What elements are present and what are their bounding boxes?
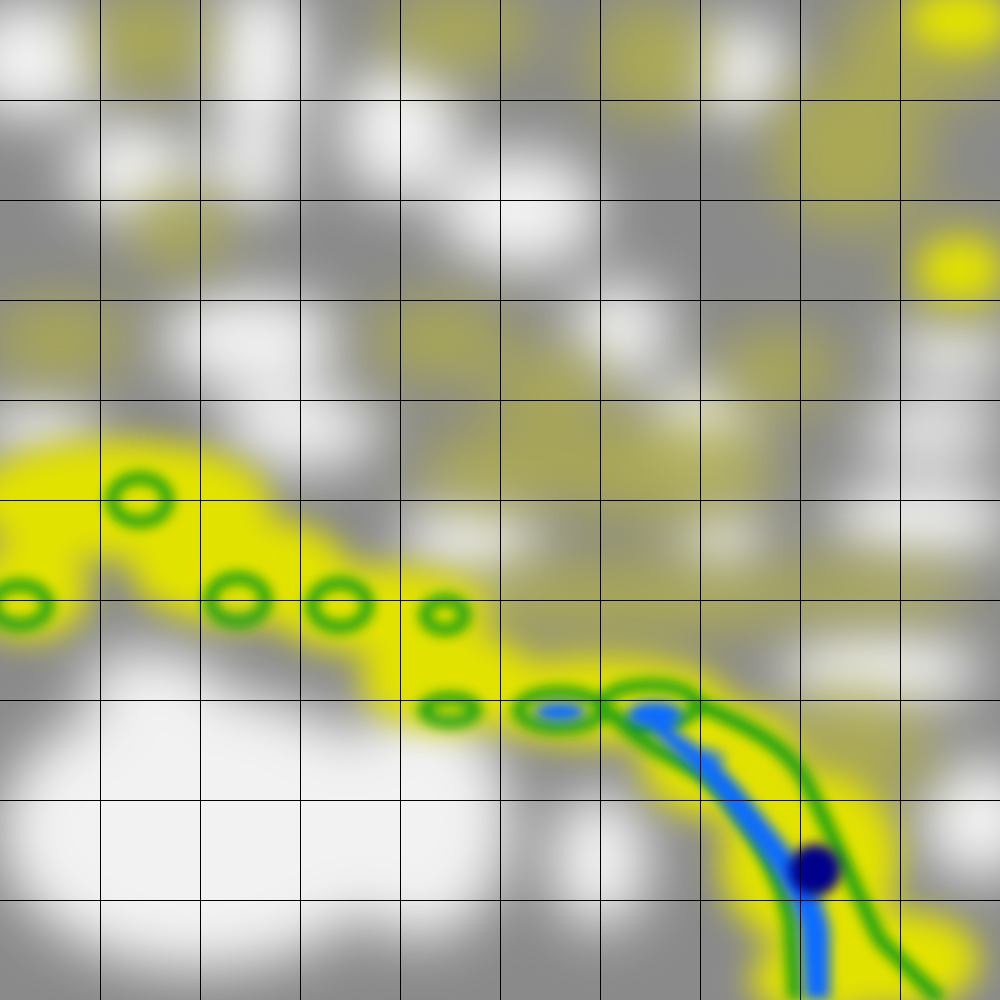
peak-core-layer	[534, 701, 830, 1000]
peak-max-layer	[789, 844, 841, 896]
